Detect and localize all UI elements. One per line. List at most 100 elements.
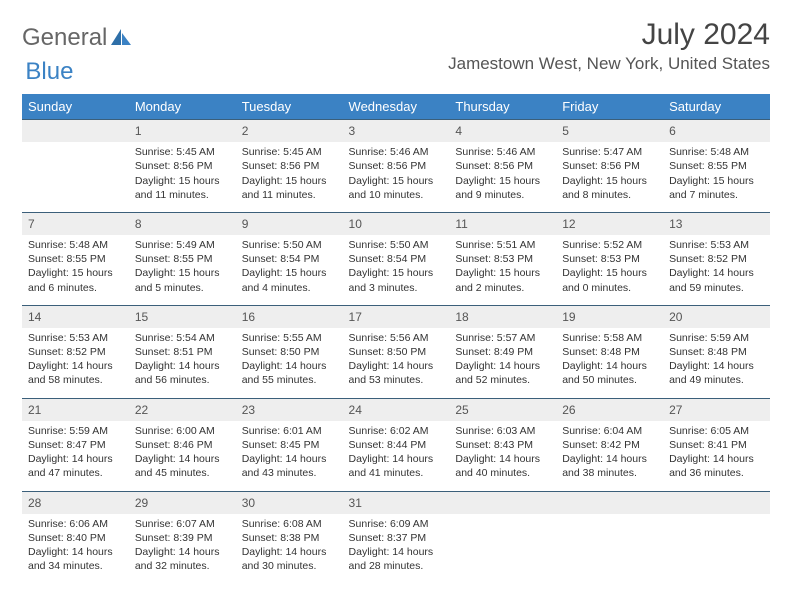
sunrise-line: Sunrise: 6:04 AM bbox=[562, 424, 657, 438]
day-number-cell: 20 bbox=[663, 305, 770, 328]
day-number-row: 14151617181920 bbox=[22, 305, 770, 328]
sunset-line: Sunset: 8:37 PM bbox=[349, 531, 444, 545]
daylight-line: Daylight: 15 hours and 11 minutes. bbox=[135, 174, 230, 202]
day-number-cell: 22 bbox=[129, 398, 236, 421]
daylight-line: Daylight: 15 hours and 0 minutes. bbox=[562, 266, 657, 294]
daylight-line: Daylight: 14 hours and 32 minutes. bbox=[135, 545, 230, 573]
daylight-line: Daylight: 14 hours and 47 minutes. bbox=[28, 452, 123, 480]
day-number-cell: 13 bbox=[663, 212, 770, 235]
day-content-cell bbox=[22, 142, 129, 212]
daylight-line: Daylight: 15 hours and 11 minutes. bbox=[242, 174, 337, 202]
day-number-cell: 28 bbox=[22, 491, 129, 514]
day-header: Friday bbox=[556, 94, 663, 120]
sunrise-line: Sunrise: 5:45 AM bbox=[135, 145, 230, 159]
sunrise-line: Sunrise: 5:46 AM bbox=[349, 145, 444, 159]
sunset-line: Sunset: 8:52 PM bbox=[28, 345, 123, 359]
day-number-cell: 29 bbox=[129, 491, 236, 514]
sunset-line: Sunset: 8:56 PM bbox=[349, 159, 444, 173]
day-content-cell: Sunrise: 5:49 AMSunset: 8:55 PMDaylight:… bbox=[129, 235, 236, 305]
sunset-line: Sunset: 8:52 PM bbox=[669, 252, 764, 266]
day-content-cell: Sunrise: 6:03 AMSunset: 8:43 PMDaylight:… bbox=[449, 421, 556, 491]
sunrise-line: Sunrise: 5:47 AM bbox=[562, 145, 657, 159]
sunset-line: Sunset: 8:56 PM bbox=[455, 159, 550, 173]
day-content-cell: Sunrise: 5:58 AMSunset: 8:48 PMDaylight:… bbox=[556, 328, 663, 398]
daylight-line: Daylight: 14 hours and 38 minutes. bbox=[562, 452, 657, 480]
day-number-cell: 2 bbox=[236, 120, 343, 143]
brand-logo: General bbox=[22, 18, 135, 52]
sunset-line: Sunset: 8:47 PM bbox=[28, 438, 123, 452]
sunset-line: Sunset: 8:40 PM bbox=[28, 531, 123, 545]
daylight-line: Daylight: 14 hours and 36 minutes. bbox=[669, 452, 764, 480]
day-number-cell: 27 bbox=[663, 398, 770, 421]
sunrise-line: Sunrise: 5:51 AM bbox=[455, 238, 550, 252]
day-content-cell: Sunrise: 6:02 AMSunset: 8:44 PMDaylight:… bbox=[343, 421, 450, 491]
day-content-row: Sunrise: 5:48 AMSunset: 8:55 PMDaylight:… bbox=[22, 235, 770, 305]
daylight-line: Daylight: 15 hours and 7 minutes. bbox=[669, 174, 764, 202]
sunset-line: Sunset: 8:43 PM bbox=[455, 438, 550, 452]
sunrise-line: Sunrise: 5:48 AM bbox=[669, 145, 764, 159]
day-content-cell: Sunrise: 5:48 AMSunset: 8:55 PMDaylight:… bbox=[663, 142, 770, 212]
day-number-cell: 6 bbox=[663, 120, 770, 143]
day-number-row: 78910111213 bbox=[22, 212, 770, 235]
day-content-row: Sunrise: 6:06 AMSunset: 8:40 PMDaylight:… bbox=[22, 514, 770, 584]
day-content-cell: Sunrise: 5:56 AMSunset: 8:50 PMDaylight:… bbox=[343, 328, 450, 398]
sunrise-line: Sunrise: 6:08 AM bbox=[242, 517, 337, 531]
daylight-line: Daylight: 14 hours and 40 minutes. bbox=[455, 452, 550, 480]
day-content-cell: Sunrise: 5:50 AMSunset: 8:54 PMDaylight:… bbox=[343, 235, 450, 305]
day-number-cell bbox=[556, 491, 663, 514]
daylight-line: Daylight: 14 hours and 28 minutes. bbox=[349, 545, 444, 573]
calendar-table: SundayMondayTuesdayWednesdayThursdayFrid… bbox=[22, 94, 770, 583]
sunrise-line: Sunrise: 6:00 AM bbox=[135, 424, 230, 438]
day-content-cell: Sunrise: 6:08 AMSunset: 8:38 PMDaylight:… bbox=[236, 514, 343, 584]
day-content-cell: Sunrise: 5:45 AMSunset: 8:56 PMDaylight:… bbox=[236, 142, 343, 212]
sunset-line: Sunset: 8:42 PM bbox=[562, 438, 657, 452]
daylight-line: Daylight: 14 hours and 55 minutes. bbox=[242, 359, 337, 387]
day-content-row: Sunrise: 5:53 AMSunset: 8:52 PMDaylight:… bbox=[22, 328, 770, 398]
sunrise-line: Sunrise: 5:48 AM bbox=[28, 238, 123, 252]
day-content-row: Sunrise: 5:59 AMSunset: 8:47 PMDaylight:… bbox=[22, 421, 770, 491]
day-content-cell bbox=[556, 514, 663, 584]
day-number-cell: 12 bbox=[556, 212, 663, 235]
sunrise-line: Sunrise: 6:03 AM bbox=[455, 424, 550, 438]
day-number-cell: 14 bbox=[22, 305, 129, 328]
daylight-line: Daylight: 14 hours and 56 minutes. bbox=[135, 359, 230, 387]
daylight-line: Daylight: 15 hours and 8 minutes. bbox=[562, 174, 657, 202]
day-header: Saturday bbox=[663, 94, 770, 120]
sunset-line: Sunset: 8:45 PM bbox=[242, 438, 337, 452]
sunrise-line: Sunrise: 6:07 AM bbox=[135, 517, 230, 531]
daylight-line: Daylight: 14 hours and 41 minutes. bbox=[349, 452, 444, 480]
sunset-line: Sunset: 8:49 PM bbox=[455, 345, 550, 359]
day-content-row: Sunrise: 5:45 AMSunset: 8:56 PMDaylight:… bbox=[22, 142, 770, 212]
day-content-cell: Sunrise: 5:50 AMSunset: 8:54 PMDaylight:… bbox=[236, 235, 343, 305]
day-number-cell: 8 bbox=[129, 212, 236, 235]
day-content-cell: Sunrise: 5:59 AMSunset: 8:47 PMDaylight:… bbox=[22, 421, 129, 491]
sunset-line: Sunset: 8:56 PM bbox=[562, 159, 657, 173]
daylight-line: Daylight: 14 hours and 50 minutes. bbox=[562, 359, 657, 387]
day-content-cell: Sunrise: 6:06 AMSunset: 8:40 PMDaylight:… bbox=[22, 514, 129, 584]
day-number-cell: 9 bbox=[236, 212, 343, 235]
day-content-cell: Sunrise: 6:05 AMSunset: 8:41 PMDaylight:… bbox=[663, 421, 770, 491]
day-number-cell: 1 bbox=[129, 120, 236, 143]
day-content-cell: Sunrise: 5:48 AMSunset: 8:55 PMDaylight:… bbox=[22, 235, 129, 305]
brand-part2: Blue bbox=[25, 58, 73, 86]
sunrise-line: Sunrise: 5:50 AM bbox=[242, 238, 337, 252]
sunset-line: Sunset: 8:55 PM bbox=[669, 159, 764, 173]
brand-part1: General bbox=[22, 24, 107, 52]
sunset-line: Sunset: 8:50 PM bbox=[349, 345, 444, 359]
sunset-line: Sunset: 8:55 PM bbox=[135, 252, 230, 266]
day-content-cell: Sunrise: 5:45 AMSunset: 8:56 PMDaylight:… bbox=[129, 142, 236, 212]
day-header: Thursday bbox=[449, 94, 556, 120]
daylight-line: Daylight: 15 hours and 5 minutes. bbox=[135, 266, 230, 294]
day-number-row: 123456 bbox=[22, 120, 770, 143]
sunset-line: Sunset: 8:53 PM bbox=[455, 252, 550, 266]
daylight-line: Daylight: 15 hours and 10 minutes. bbox=[349, 174, 444, 202]
sunrise-line: Sunrise: 5:56 AM bbox=[349, 331, 444, 345]
sunrise-line: Sunrise: 5:49 AM bbox=[135, 238, 230, 252]
day-content-cell: Sunrise: 6:09 AMSunset: 8:37 PMDaylight:… bbox=[343, 514, 450, 584]
day-number-cell bbox=[663, 491, 770, 514]
sunrise-line: Sunrise: 5:45 AM bbox=[242, 145, 337, 159]
day-number-cell: 26 bbox=[556, 398, 663, 421]
sunrise-line: Sunrise: 5:53 AM bbox=[669, 238, 764, 252]
sunrise-line: Sunrise: 5:52 AM bbox=[562, 238, 657, 252]
daylight-line: Daylight: 15 hours and 4 minutes. bbox=[242, 266, 337, 294]
